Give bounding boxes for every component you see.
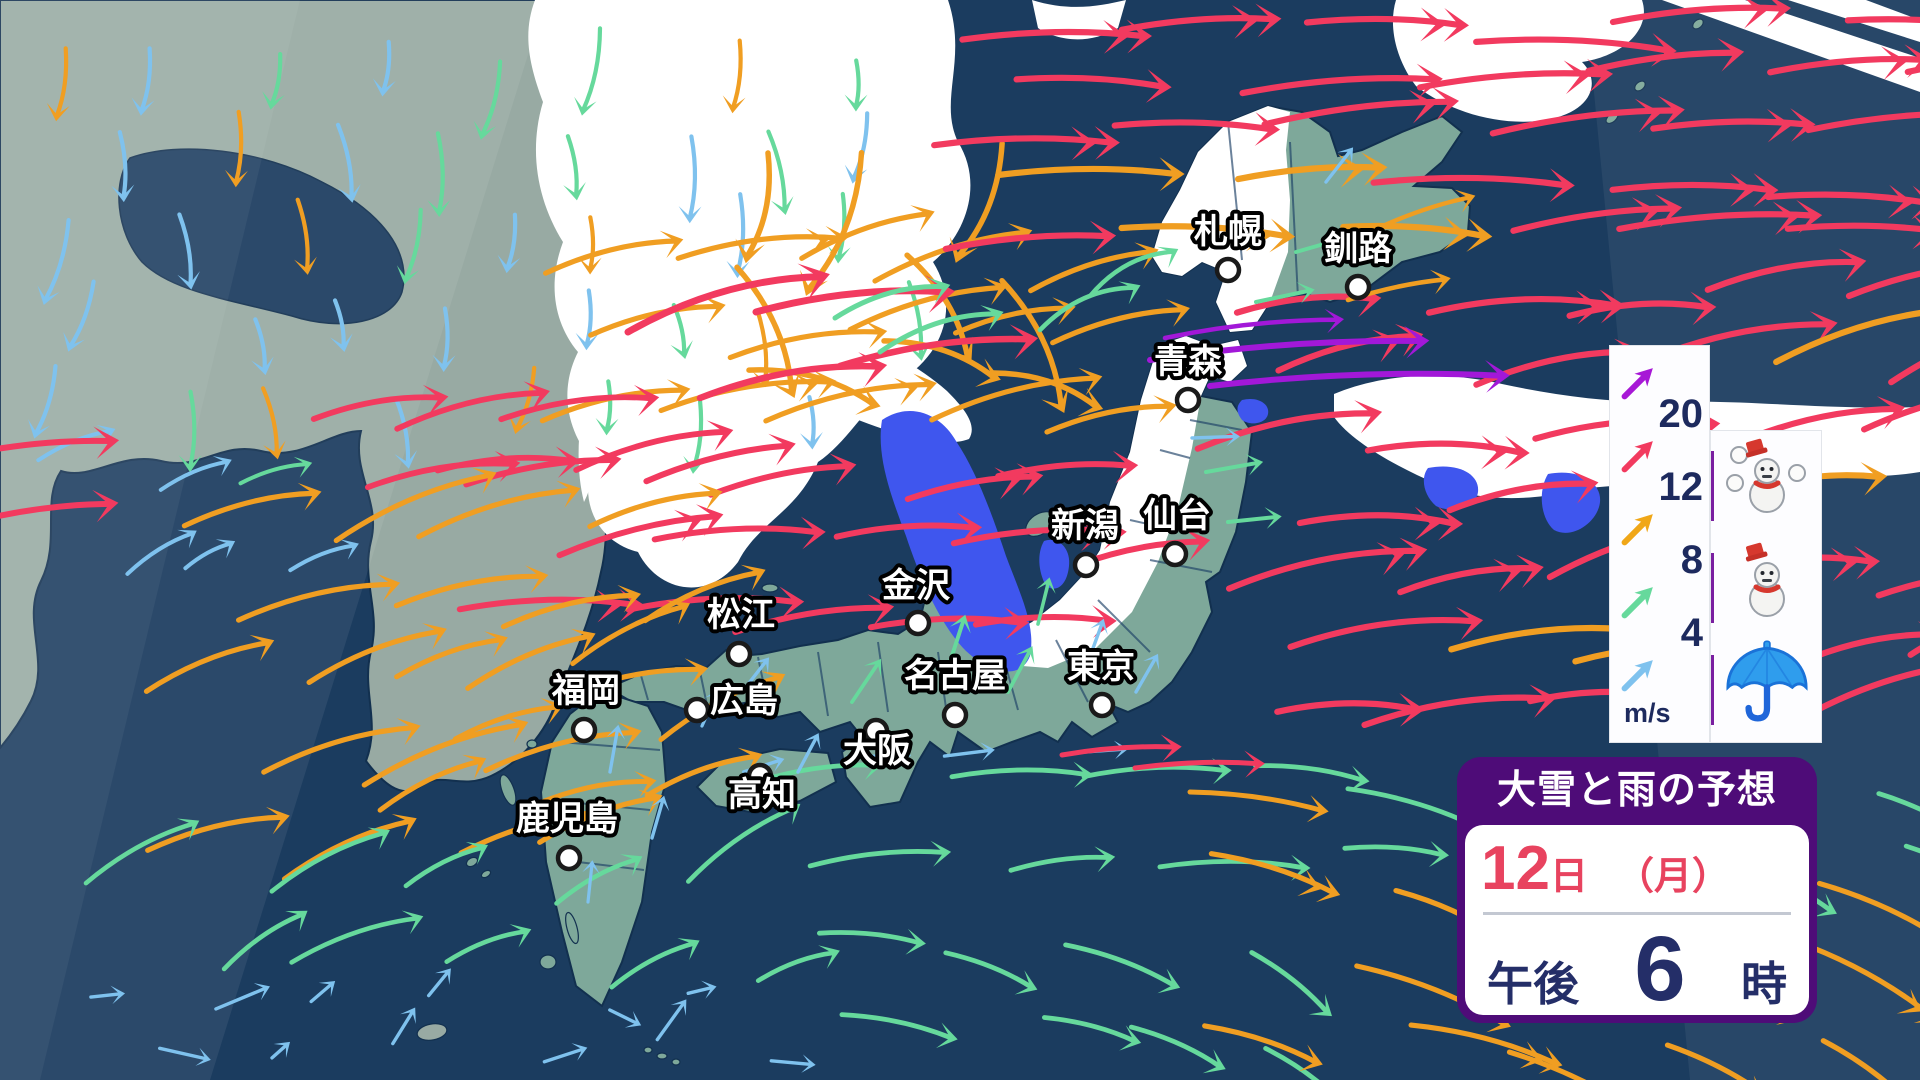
forecast-hour-unit: 時 xyxy=(1740,958,1787,1010)
city-label: 松江 xyxy=(707,596,775,634)
forecast-period: 午後 xyxy=(1487,958,1579,1010)
city-marker: 仙台 xyxy=(1139,493,1215,568)
wind-speed-20: 20 xyxy=(1658,392,1704,436)
city-marker: 福岡 xyxy=(547,668,624,744)
city-label: 名古屋 xyxy=(904,657,1006,695)
city-label: 金沢 xyxy=(881,566,951,605)
forecast-body: 12 日 （月） 午後 6 時 xyxy=(1465,825,1809,1020)
heavy-snow-snowman-icon xyxy=(1726,438,1806,513)
wind-arrow-light-icon xyxy=(1621,660,1653,692)
forecast-panel: 大雪と雨の予想 12 日 （月） 午後 6 時 xyxy=(1457,757,1817,1023)
snow-area-tohoku xyxy=(938,336,1247,668)
city-marker: 広島 xyxy=(683,678,782,724)
city-label: 福岡 xyxy=(551,672,620,710)
city-marker: 金沢 xyxy=(877,562,955,637)
forecast-day: 12 xyxy=(1481,834,1550,903)
forecast-day-unit: 日 xyxy=(1549,856,1588,898)
forecast-title: 大雪と雨の予想 xyxy=(1496,769,1777,812)
city-marker: 名古屋 xyxy=(900,653,1010,729)
city-label: 大阪 xyxy=(843,732,911,770)
forecast-hour: 6 xyxy=(1634,918,1686,1020)
city-marker: 東京 xyxy=(1063,644,1139,719)
rain-umbrella-icon xyxy=(1726,640,1808,722)
city-marker: 青森 xyxy=(1150,339,1227,414)
city-label: 東京 xyxy=(1067,648,1135,686)
wind-arrow-8-icon xyxy=(1621,514,1653,546)
forecast-weekday: （月） xyxy=(1615,856,1730,898)
wind-arrow-20-icon xyxy=(1621,368,1653,400)
city-label: 広島 xyxy=(710,682,778,720)
city-marker: 鹿児島 xyxy=(512,796,622,872)
precipitation-legend xyxy=(1710,430,1822,743)
wind-speed-12: 12 xyxy=(1658,465,1704,509)
city-label: 青森 xyxy=(1154,343,1223,381)
city-label: 鹿児島 xyxy=(516,800,618,838)
city-marker: 新潟 xyxy=(1047,503,1123,579)
city-marker: 札幌 xyxy=(1190,209,1266,284)
honshu xyxy=(605,334,1254,809)
city-label: 札幌 xyxy=(1194,213,1262,251)
forecast-time: 午後 6 時 xyxy=(1481,917,1793,1022)
city-marker: 大阪 xyxy=(839,717,915,774)
forecast-date: 12 日 （月） xyxy=(1481,833,1793,904)
city-label: 釧路 xyxy=(1324,230,1393,268)
city-label: 高知 xyxy=(728,776,796,814)
snow-snowman-icon xyxy=(1745,542,1785,617)
snow-area-continent xyxy=(528,0,971,588)
city-marker: 釧路 xyxy=(1320,226,1397,301)
legend-divider xyxy=(1711,451,1714,521)
snow-area-hokkaido xyxy=(1152,106,1290,332)
city-marker: 松江 xyxy=(703,592,779,668)
city-label: 仙台 xyxy=(1143,497,1211,535)
wind-speed-8: 8 xyxy=(1680,538,1703,582)
wind-speed-4: 4 xyxy=(1680,611,1703,655)
wind-arrow-12-icon xyxy=(1621,441,1653,473)
wind-arrow-4-icon xyxy=(1621,587,1653,619)
wind-speed-legend: 20 12 8 4 m/s xyxy=(1609,345,1710,743)
city-label: 新潟 xyxy=(1051,507,1119,545)
legend-divider xyxy=(1711,553,1714,623)
forecast-divider xyxy=(1483,912,1791,915)
city-marker: 高知 xyxy=(724,762,800,818)
legend-divider xyxy=(1711,655,1714,725)
landmasses xyxy=(0,0,1704,1066)
wind-speed-unit: m/s xyxy=(1624,698,1671,728)
